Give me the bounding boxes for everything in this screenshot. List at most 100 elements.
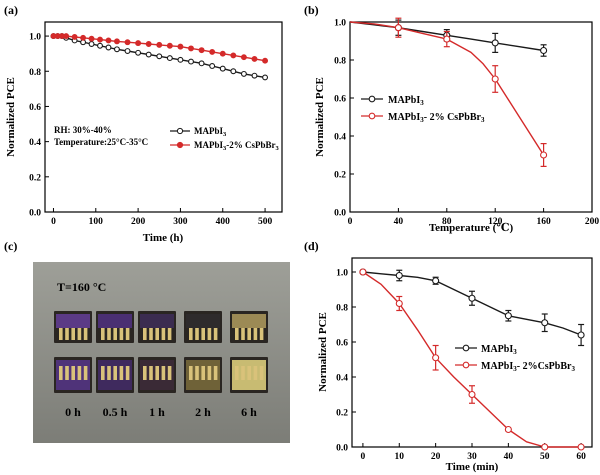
panel-b-xtick-label-3: 120 (488, 217, 503, 227)
photo-sample-top-electrode-0-0 (59, 328, 63, 340)
panel-d-legend-label-1: MAPbI3 (481, 344, 517, 356)
panel-a-series-0-point-18 (209, 63, 216, 69)
photo-sample-top-electrode-4-1 (241, 328, 245, 340)
photo-sample-top-film-4 (232, 314, 266, 328)
panel-d-xtick-label-1: 10 (395, 452, 405, 462)
panel-d-legend-marker-2 (462, 361, 470, 369)
panel-b-ytick-label-0: 0.0 (334, 209, 346, 219)
panel-label-a: (a) (4, 3, 18, 17)
panel-a-series-0-point-22 (251, 72, 258, 79)
panel-b-series-1-point-0 (394, 24, 402, 32)
panel-a-series-0-point-15 (177, 56, 184, 63)
photo-sample-top-electrode-3-4 (213, 328, 218, 340)
panel-d-ytick-label-1: 0.2 (336, 409, 348, 419)
panel-a-series-1-point-10 (124, 39, 131, 46)
panel-label-c: (c) (4, 239, 17, 253)
panel-d-series-1-point-2 (432, 354, 440, 362)
panel-a-series-1-point-15 (177, 43, 184, 50)
panel-b-xtick-label-5: 200 (585, 217, 600, 227)
photo-sample-bottom-electrode-1-2 (113, 366, 117, 380)
panel-a-xtick-label-0: 0 (51, 217, 56, 227)
photo-sample-bottom-electrode-0-0 (59, 366, 63, 380)
photo-sample-bottom-electrode-4-2 (247, 366, 251, 380)
photo-sample-bottom-electrode-3-2 (201, 366, 205, 380)
photo-sample-bottom-electrode-3-0 (189, 366, 193, 380)
panel-b-ytick-label-1: 0.2 (334, 171, 346, 181)
panel-b-xtick-label-4: 160 (536, 217, 551, 227)
panel-a-xtick-label-1: 100 (89, 217, 104, 227)
panel-b-legend-label-2: MAPbI3- 2% CsPbBr3 (388, 112, 485, 124)
panel-b-series-1-point-1 (443, 35, 451, 43)
photo-sample-bottom-electrode-2-1 (149, 366, 153, 380)
panel-a-xlabel: Time (h) (143, 232, 184, 244)
panel-d-legend-label-2: MAPbI3- 2%CsPbBr3 (481, 361, 575, 373)
panel-a-legend-marker-2 (176, 141, 184, 149)
panel-a-series-0-point-11 (135, 49, 142, 56)
photo-sample-bottom-electrode-4-1 (241, 366, 245, 380)
photo-sample-top-electrode-1-1 (107, 328, 111, 340)
panel-b-series-1-point-2 (491, 75, 499, 83)
panel-a-ylabel: Normalized PCE (5, 77, 17, 157)
panel-a-series-1-point-3 (63, 33, 70, 40)
photo-background (33, 262, 290, 443)
panel-d-series-0-point-2 (432, 277, 440, 285)
panel-a-axes-frame (44, 21, 283, 213)
panel-a-series-1-point-23 (262, 57, 269, 64)
panel-d-ytick-label-2: 0.4 (336, 374, 348, 384)
panel-a-series-1-point-7 (97, 36, 103, 43)
panel-b-series-0-point-2 (491, 39, 499, 47)
panel-b-ytick-label-5: 1.0 (334, 19, 346, 29)
panel-d-series-0-point-4 (504, 312, 512, 320)
panel-a-series-1-point-17 (198, 47, 205, 54)
panel-a-legend-label-2: MAPbI3-2% CsPbBr3 (194, 140, 280, 152)
panel-d-xtick-label-0: 0 (361, 452, 366, 462)
photo-time-label-4: 6 h (241, 405, 257, 419)
panel-b-ylabel: Normalized PCE (314, 77, 326, 157)
panel-a-series-1-point-16 (188, 45, 194, 52)
panel-d-xtick-label-5: 50 (540, 452, 550, 462)
photo-time-label-0: 0 h (65, 405, 81, 419)
panel-a-annotation-rh: RH: 30%-40% (54, 125, 112, 135)
photo-sample-top-electrode-4-4 (259, 328, 264, 340)
panel-b-legend-label-1: MAPbI3 (388, 95, 424, 107)
panel-d-legend: MAPbI3 MAPbI3- 2%CsPbBr3 (455, 344, 575, 373)
panel-a-xtick-label-3: 300 (173, 217, 188, 227)
panel-d-series-0-point-1 (395, 271, 403, 280)
panel-b-legend-marker-1 (368, 95, 376, 103)
panel-d-legend-marker-1 (462, 344, 470, 352)
panel-a-series-1-point-11 (135, 40, 142, 47)
photo-sample-bottom-electrode-4-4 (259, 366, 264, 380)
panel-a-xtick-label-4: 400 (216, 217, 231, 227)
panel-a-legend: MAPbI3 MAPbI3-2% CsPbBr3 (170, 126, 280, 152)
panel-d-chart: 0 10 20 30 40 50 60 0.0 0.2 0.4 0.6 0.8 1.0 Time (mi… (317, 257, 593, 473)
panel-d-ytick-label-0: 0.0 (336, 444, 348, 454)
photo-sample-top-film-0 (56, 314, 90, 328)
photo-sample-bottom-electrode-0-3 (77, 366, 82, 380)
panel-a-series-1-point-5 (80, 34, 87, 41)
panel-a-series-0-point-13 (156, 53, 163, 60)
photo-sample-bottom-electrode-2-0 (143, 366, 147, 380)
photo-sample-top-electrode-1-2 (113, 328, 117, 340)
photo-sample-top-film-3 (186, 314, 220, 328)
panel-a-series-0-point-9 (113, 46, 120, 53)
panel-a-chart: 0 100 200 300 400 500 0.0 0.2 0.4 0.6 0.8 1.0 Time … (5, 21, 283, 244)
panel-a-ytick-label-3: 0.6 (29, 103, 41, 113)
panel-a-series-1-point-18 (209, 48, 216, 55)
photo-sample-top-electrode-1-0 (101, 328, 105, 340)
panel-a-series-0-point-12 (145, 51, 152, 58)
panel-a-ytick-label-2: 0.4 (29, 138, 41, 148)
photo-sample-top-electrode-4-0 (235, 328, 239, 340)
panel-d-xtick-label-3: 30 (467, 452, 477, 462)
photo-sample-bottom-electrode-1-3 (119, 366, 124, 380)
panel-b-chart: 0 40 80 120 160 200 0.0 0.2 0.4 0.6 0.8 1.0 Tempera… (314, 17, 600, 234)
panel-a-series-1-point-6 (88, 35, 95, 42)
panel-a-series-1-point-20 (230, 52, 237, 59)
photo-sample-top-electrode-4-2 (247, 328, 251, 340)
panel-b-ytick-label-3: 0.6 (334, 95, 346, 105)
panel-b-ytick-label-2: 0.4 (334, 133, 346, 143)
photo-sample-top-electrode-2-2 (155, 328, 159, 340)
panel-b-series-0-point-3 (540, 46, 548, 55)
photo-sample-top-electrode-1-3 (119, 328, 124, 340)
photo-sample-top-electrode-0-3 (77, 328, 82, 340)
